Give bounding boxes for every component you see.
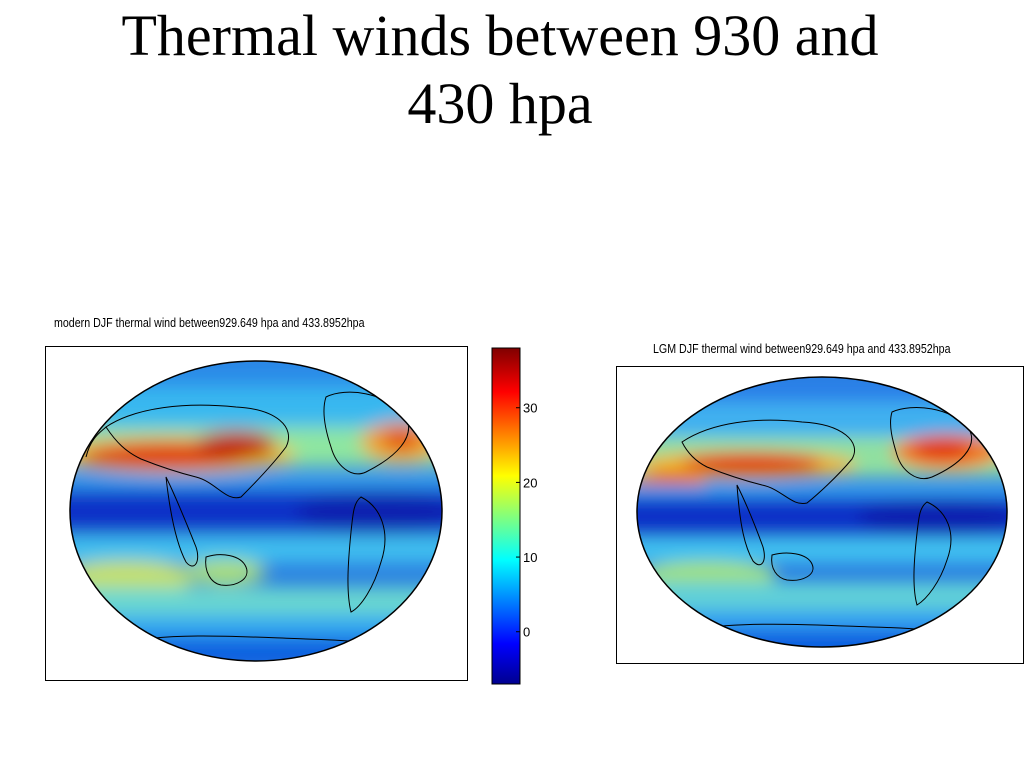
modern-map-frame <box>45 346 468 681</box>
lgm-map-frame <box>616 366 1024 664</box>
colorbar-tick-label: 20 <box>523 475 537 490</box>
colorbar-tick-label: 10 <box>523 550 537 565</box>
slide-title-line2: 430 hpa <box>407 71 593 136</box>
colorbar-tick-label: 0 <box>523 625 530 640</box>
colorbar-tick-label: 30 <box>523 401 537 416</box>
lgm-thermal-wind-map <box>636 376 1008 648</box>
colorbar: 30 20 10 0 <box>490 346 550 686</box>
slide-title-line1: Thermal winds between 930 and <box>121 3 879 68</box>
colorbar-gradient <box>491 347 521 685</box>
modern-thermal-wind-map <box>69 360 443 662</box>
modern-map-caption: modern DJF thermal wind between929.649 h… <box>54 315 365 330</box>
slide-title: Thermal winds between 930 and 430 hpa <box>0 0 1000 138</box>
lgm-map-caption: LGM DJF thermal wind between929.649 hpa … <box>653 341 951 356</box>
colorbar-svg: 30 20 10 0 <box>491 347 537 685</box>
